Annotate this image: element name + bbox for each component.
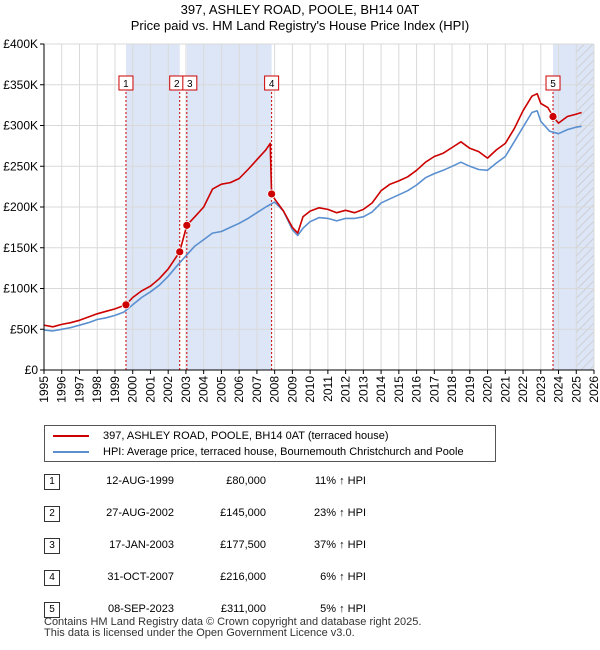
x-tick-label: 1998 <box>90 376 104 403</box>
x-tick-label: 1997 <box>72 376 86 403</box>
sale-number-box <box>264 75 280 91</box>
sale-price: £177,500 <box>220 539 266 551</box>
x-tick-label: 1996 <box>55 376 69 403</box>
x-tick-label: 1999 <box>108 376 122 403</box>
y-tick-label: £0 <box>25 363 39 377</box>
x-tick-label: 2007 <box>250 376 264 403</box>
sale-point <box>121 300 131 310</box>
x-tick-label: 2026 <box>587 376 600 403</box>
y-tick-label: £350K <box>3 78 38 92</box>
x-tick-label: 2019 <box>463 376 477 403</box>
chart-title: 397, ASHLEY ROAD, POOLE, BH14 0AT <box>180 2 420 17</box>
legend-label-property: 397, ASHLEY ROAD, POOLE, BH14 0AT (terra… <box>103 430 389 442</box>
x-tick-label: 2012 <box>339 376 353 403</box>
sale-hpi-change: 37% ↑ HPI <box>314 539 366 551</box>
x-tick-label: 2011 <box>321 376 335 402</box>
legend-item-property: 397, ASHLEY ROAD, POOLE, BH14 0AT (terra… <box>53 430 389 442</box>
x-tick-label: 2022 <box>516 376 530 403</box>
sale-number-badge: 5 <box>44 602 60 618</box>
x-tick-label: 2020 <box>481 376 495 403</box>
sale-number-badge: 2 <box>44 506 60 522</box>
chart-title-block: 397, ASHLEY ROAD, POOLE, BH14 0AT Price … <box>0 2 600 34</box>
sale-point <box>175 247 185 257</box>
x-tick-label: 2024 <box>552 376 566 403</box>
x-tick-label: 2008 <box>268 376 282 403</box>
x-tick-label: 1995 <box>37 376 51 403</box>
x-tick-label: 2017 <box>427 376 441 403</box>
y-tick-label: £150K <box>3 241 38 255</box>
sale-point <box>267 189 277 199</box>
sale-number-label: 4 <box>269 79 275 90</box>
sale-price: £80,000 <box>226 475 266 487</box>
sale-number-badge: 4 <box>44 570 60 586</box>
sale-number-label: 3 <box>187 79 193 90</box>
sale-date: 17-JAN-2003 <box>109 539 174 551</box>
sale-hpi-change: 11% ↑ HPI <box>314 475 366 487</box>
x-tick-label: 2004 <box>197 376 211 403</box>
x-tick-label: 2014 <box>374 376 388 403</box>
x-tick-label: 2016 <box>410 376 424 403</box>
sale-row: 3 17-JAN-2003 £177,500 37% ↑ HPI <box>44 538 384 554</box>
sale-price: £145,000 <box>220 507 266 519</box>
legend-item-hpi: HPI: Average price, terraced house, Bour… <box>53 446 464 458</box>
x-tick-label: 2002 <box>161 376 175 403</box>
sale-number-label: 2 <box>174 79 180 90</box>
sale-price: £311,000 <box>220 603 266 615</box>
sale-number-label: 1 <box>123 79 129 90</box>
x-tick-label: 2021 <box>498 376 512 403</box>
y-tick-label: £50K <box>10 322 38 336</box>
x-tick-label: 2006 <box>232 376 246 403</box>
x-tick-label: 2018 <box>445 376 459 403</box>
chart-legend: 397, ASHLEY ROAD, POOLE, BH14 0AT (terra… <box>44 425 496 462</box>
sale-hpi-change: 23% ↑ HPI <box>314 507 366 519</box>
x-tick-label: 2003 <box>179 376 193 403</box>
copyright-footer: Contains HM Land Registry data © Crown c… <box>44 617 421 639</box>
sale-price: £216,000 <box>220 571 266 583</box>
x-tick-label: 2000 <box>126 376 140 403</box>
sale-number-box <box>118 75 134 91</box>
sale-number-label: 5 <box>550 79 556 90</box>
y-tick-label: £200K <box>3 200 38 214</box>
footer-line-2: This data is licensed under the Open Gov… <box>44 627 355 639</box>
x-tick-label: 2009 <box>285 376 299 403</box>
x-tick-label: 2010 <box>303 376 317 403</box>
y-tick-label: £100K <box>3 282 38 296</box>
sale-number-box <box>545 75 561 91</box>
y-tick-label: £400K <box>3 37 38 51</box>
sale-number-badge: 1 <box>44 474 60 490</box>
sale-hpi-change: 5% ↑ HPI <box>320 603 366 615</box>
sale-date: 27-AUG-2002 <box>106 507 174 519</box>
x-tick-label: 2025 <box>569 376 583 403</box>
x-tick-label: 2015 <box>392 376 406 403</box>
sale-row: 5 08-SEP-2023 £311,000 5% ↑ HPI <box>44 602 384 618</box>
legend-label-hpi: HPI: Average price, terraced house, Bour… <box>103 446 464 458</box>
sale-number-box <box>182 75 198 91</box>
sale-hpi-change: 6% ↑ HPI <box>320 571 366 583</box>
sale-number-badge: 3 <box>44 538 60 554</box>
property-price-line <box>44 92 582 328</box>
sale-date: 12-AUG-1999 <box>106 475 174 487</box>
sale-date: 31-OCT-2007 <box>107 571 174 583</box>
sale-row: 2 27-AUG-2002 £145,000 23% ↑ HPI <box>44 506 384 522</box>
y-tick-label: £250K <box>3 159 38 173</box>
sale-point <box>182 220 192 230</box>
sale-date: 08-SEP-2023 <box>107 603 174 615</box>
legend-swatch-property <box>53 435 89 437</box>
legend-swatch-hpi <box>53 451 89 453</box>
y-tick-label: £300K <box>3 119 38 133</box>
sale-row: 4 31-OCT-2007 £216,000 6% ↑ HPI <box>44 570 384 586</box>
hpi-line <box>44 110 582 332</box>
footer-line-1: Contains HM Land Registry data © Crown c… <box>44 616 422 628</box>
x-tick-label: 2023 <box>534 376 548 403</box>
sale-row: 1 12-AUG-1999 £80,000 11% ↑ HPI <box>44 474 384 490</box>
chart-subtitle: Price paid vs. HM Land Registry's House … <box>130 18 470 33</box>
x-tick-label: 2013 <box>356 376 370 403</box>
sale-point <box>548 112 558 121</box>
x-tick-label: 2005 <box>214 376 228 403</box>
x-tick-label: 2001 <box>143 376 157 403</box>
